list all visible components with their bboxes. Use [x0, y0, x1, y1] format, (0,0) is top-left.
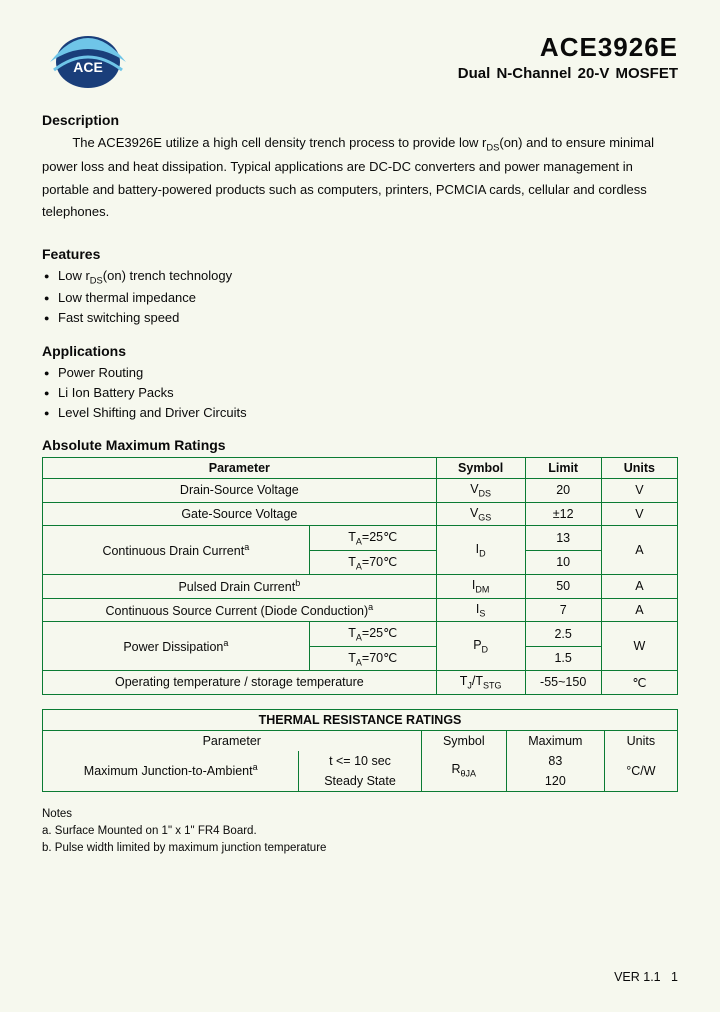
col-limit: Limit	[525, 458, 601, 479]
title-block: ACE3926E Dual N-Channel 20-V MOSFET	[458, 22, 678, 94]
notes-heading: Notes	[42, 806, 678, 823]
thermal-heading: THERMAL RESISTANCE RATINGS	[43, 709, 678, 730]
table-row: Continuous Drain Currenta TA=25℃ ID 13 A	[43, 526, 678, 551]
header: ACE ACE3926E Dual N-Channel 20-V MOSFET	[42, 22, 678, 94]
part-number: ACE3926E	[458, 32, 678, 63]
col-symbol: Symbol	[436, 458, 525, 479]
note-a: a. Surface Mounted on 1" x 1" FR4 Board.	[42, 823, 678, 840]
description-body: The ACE3926E utilize a high cell density…	[42, 132, 678, 224]
list-item: Level Shifting and Driver Circuits	[44, 403, 678, 423]
table-row: THERMAL RESISTANCE RATINGS	[43, 709, 678, 730]
part-subtitle: Dual N-Channel 20-V MOSFET	[458, 65, 678, 82]
table-row: Maximum Junction-to-Ambienta t <= 10 sec…	[43, 751, 678, 771]
notes: Notes a. Surface Mounted on 1" x 1" FR4 …	[42, 806, 678, 858]
footer: VER 1.1 1	[614, 970, 678, 984]
list-item: Li Ion Battery Packs	[44, 383, 678, 403]
applications-heading: Applications	[42, 343, 678, 359]
amr-table: Parameter Symbol Limit Units Drain-Sourc…	[42, 457, 678, 695]
col-parameter: Parameter	[43, 458, 437, 479]
page-number: 1	[671, 970, 678, 984]
ace-logo-icon: ACE	[42, 22, 134, 94]
thermal-table: THERMAL RESISTANCE RATINGS Parameter Sym…	[42, 709, 678, 792]
amr-heading: Absolute Maximum Ratings	[42, 437, 678, 453]
features-heading: Features	[42, 246, 678, 262]
description-heading: Description	[42, 112, 678, 128]
note-b: b. Pulse width limited by maximum juncti…	[42, 840, 678, 857]
logo: ACE	[42, 22, 134, 94]
table-row: Continuous Source Current (Diode Conduct…	[43, 598, 678, 622]
list-item: Fast switching speed	[44, 308, 678, 328]
table-row: Parameter Symbol Maximum Units	[43, 730, 678, 751]
list-item: Power Routing	[44, 363, 678, 383]
list-item: Low rDS(on) trench technology	[44, 266, 678, 288]
table-row: Drain-Source Voltage VDS 20 V	[43, 479, 678, 503]
table-row: Pulsed Drain Currentb IDM 50 A	[43, 575, 678, 599]
applications-list: Power Routing Li Ion Battery Packs Level…	[42, 363, 678, 423]
features-list: Low rDS(on) trench technology Low therma…	[42, 266, 678, 328]
col-units: Units	[601, 458, 677, 479]
table-row: Parameter Symbol Limit Units	[43, 458, 678, 479]
svg-text:ACE: ACE	[73, 59, 103, 75]
version: VER 1.1	[614, 970, 661, 984]
table-row: Gate-Source Voltage VGS ±12 V	[43, 502, 678, 526]
table-row: Operating temperature / storage temperat…	[43, 671, 678, 695]
table-row: Power Dissipationa TA=25℃ PD 2.5 W	[43, 622, 678, 647]
list-item: Low thermal impedance	[44, 288, 678, 308]
